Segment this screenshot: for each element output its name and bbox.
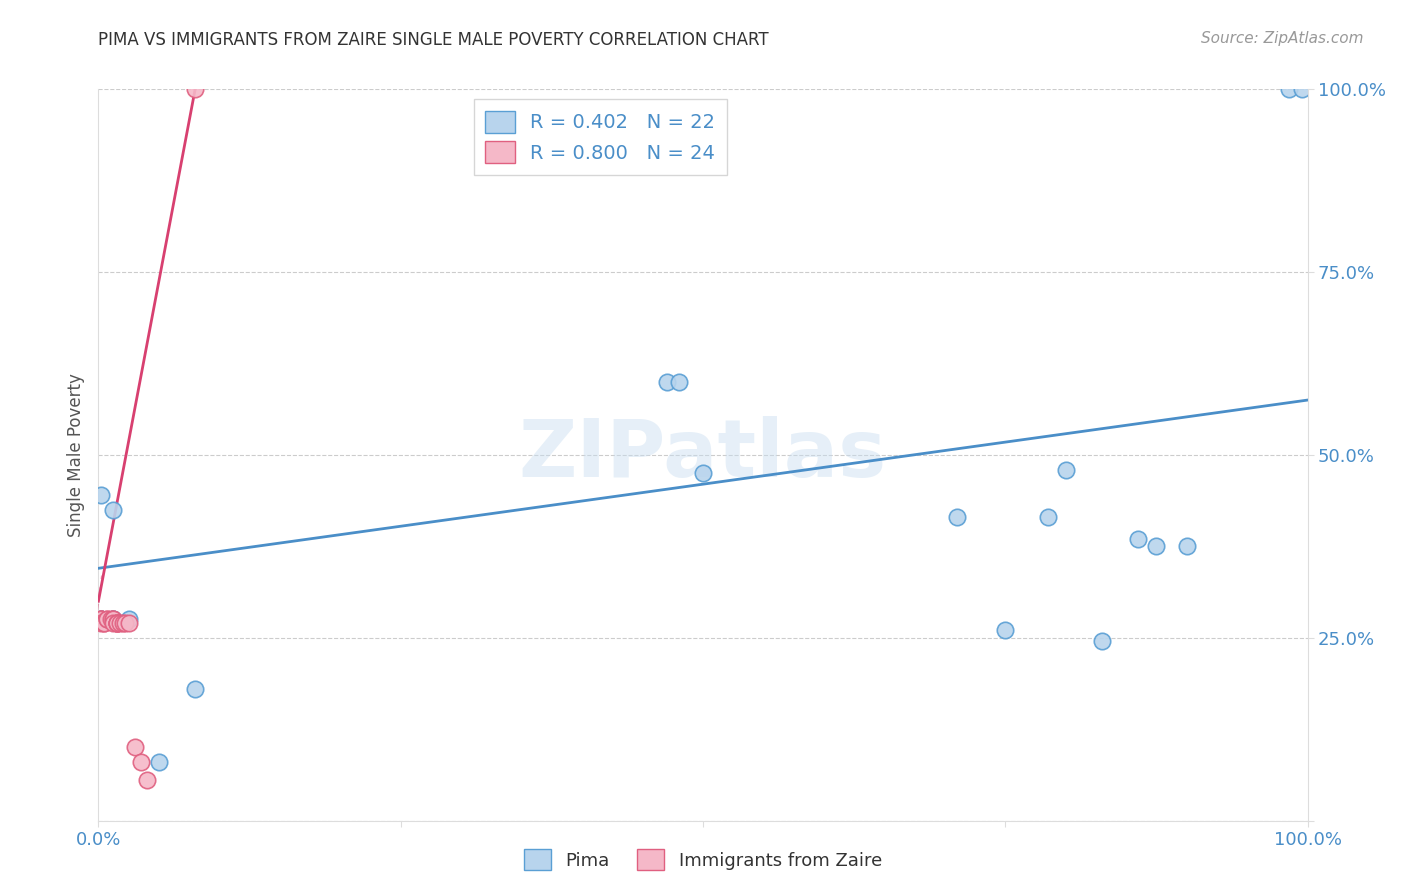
- Point: [101, 503, 124, 517]
- Point: [101, 613, 124, 627]
- Point: [1036, 510, 1059, 524]
- Point: [124, 740, 146, 755]
- Point: [668, 375, 690, 389]
- Point: [90, 613, 112, 627]
- Point: [96, 613, 118, 627]
- Y-axis label: Single Male Poverty: Single Male Poverty: [67, 373, 86, 537]
- Point: [101, 613, 124, 627]
- Point: [105, 616, 128, 631]
- Point: [101, 616, 124, 631]
- Point: [108, 616, 131, 631]
- Point: [90, 613, 112, 627]
- Point: [93, 616, 115, 631]
- Point: [129, 755, 152, 769]
- Point: [1091, 634, 1114, 648]
- Point: [105, 616, 128, 631]
- Point: [105, 616, 128, 631]
- Text: PIMA VS IMMIGRANTS FROM ZAIRE SINGLE MALE POVERTY CORRELATION CHART: PIMA VS IMMIGRANTS FROM ZAIRE SINGLE MAL…: [98, 31, 769, 49]
- Point: [90, 488, 112, 502]
- Point: [101, 613, 124, 627]
- Point: [1175, 539, 1198, 553]
- Point: [100, 613, 122, 627]
- Point: [96, 613, 118, 627]
- Point: [1291, 82, 1313, 96]
- Point: [692, 466, 714, 480]
- Point: [1278, 82, 1301, 96]
- Point: [655, 375, 678, 389]
- Point: [90, 616, 112, 631]
- Point: [118, 616, 141, 631]
- Point: [93, 616, 115, 631]
- Point: [1146, 539, 1168, 553]
- Point: [184, 681, 207, 696]
- Point: [101, 613, 124, 627]
- Point: [111, 616, 134, 631]
- Point: [118, 613, 141, 627]
- Point: [90, 613, 112, 627]
- Point: [90, 613, 112, 627]
- Point: [148, 755, 170, 769]
- Point: [994, 624, 1017, 638]
- Point: [184, 82, 207, 96]
- Point: [135, 773, 157, 788]
- Point: [105, 616, 128, 631]
- Point: [114, 616, 136, 631]
- Point: [1128, 532, 1150, 546]
- Point: [90, 613, 112, 627]
- Point: [1054, 462, 1077, 476]
- Legend: Pima, Immigrants from Zaire: Pima, Immigrants from Zaire: [517, 842, 889, 878]
- Text: Source: ZipAtlas.com: Source: ZipAtlas.com: [1201, 31, 1364, 46]
- Point: [946, 510, 969, 524]
- Text: ZIPatlas: ZIPatlas: [519, 416, 887, 494]
